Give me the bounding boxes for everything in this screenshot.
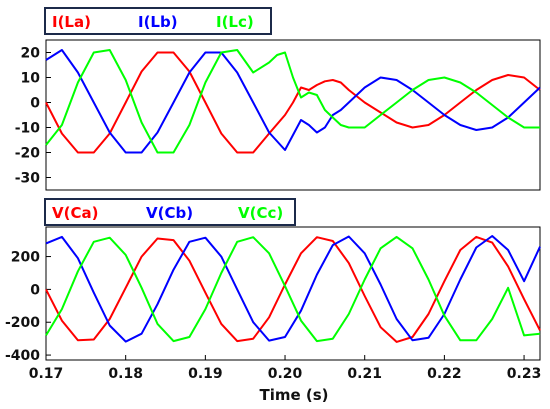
x-tick-label: 0.22 <box>427 366 462 382</box>
legend-label-v-cc: V(Cc) <box>238 204 283 222</box>
current-traces <box>45 49 541 154</box>
voltage-y-axis: 200 0 -200 -400 <box>5 250 51 364</box>
legend-label-v-ca: V(Ca) <box>52 204 98 222</box>
current-y-tick-label: -20 <box>15 146 41 162</box>
voltage-trace-v-cc <box>45 235 541 343</box>
current-y-axis: 20 10 0 -10 -20 -30 <box>15 46 51 187</box>
voltage-panel: V(Ca) V(Cb) V(Cc) 200 0 -200 -400 <box>5 198 541 364</box>
current-trace-i-lb <box>45 49 541 154</box>
current-y-tick-label: 20 <box>21 46 41 62</box>
current-y-tick-label: -30 <box>15 171 41 187</box>
voltage-y-tick-label: 0 <box>30 282 40 298</box>
current-y-tick-label: -10 <box>15 121 41 137</box>
voltage-y-tick-label: 200 <box>11 250 40 266</box>
legend-label-v-cb: V(Cb) <box>146 204 193 222</box>
x-tick-label: 0.17 <box>29 366 64 382</box>
x-tick-label: 0.21 <box>347 366 382 382</box>
current-plot-frame <box>45 39 541 191</box>
current-y-tick-label: 10 <box>21 71 41 87</box>
legend-label-i-lc: I(Lc) <box>216 13 254 31</box>
x-axis-label: Time (s) <box>259 386 328 404</box>
current-legend-box <box>44 7 272 35</box>
legend-label-i-la: I(La) <box>52 13 91 31</box>
x-tick-label: 0.20 <box>268 366 303 382</box>
x-tick-label: 0.18 <box>108 366 143 382</box>
current-panel: I(La) I(Lb) I(Lc) 20 10 0 -10 -20 -30 <box>15 7 541 191</box>
voltage-traces <box>45 235 541 343</box>
voltage-y-tick-label: -200 <box>5 315 40 331</box>
current-trace-i-lc <box>45 49 540 154</box>
current-y-tick-label: 0 <box>30 96 40 112</box>
current-trace-i-la <box>45 51 541 154</box>
x-tick-label: 0.23 <box>507 366 542 382</box>
x-tick-label: 0.19 <box>188 366 223 382</box>
voltage-legend-box <box>44 198 296 226</box>
voltage-plot-frame <box>45 226 541 361</box>
voltage-trace-v-ca <box>45 235 541 343</box>
voltage-trace-v-cb <box>45 235 541 343</box>
legend-label-i-lb: I(Lb) <box>138 13 178 31</box>
time-axis: 0.17 0.18 0.19 0.20 0.21 0.22 0.23 <box>29 355 542 382</box>
voltage-y-tick-label: -400 <box>5 348 40 364</box>
